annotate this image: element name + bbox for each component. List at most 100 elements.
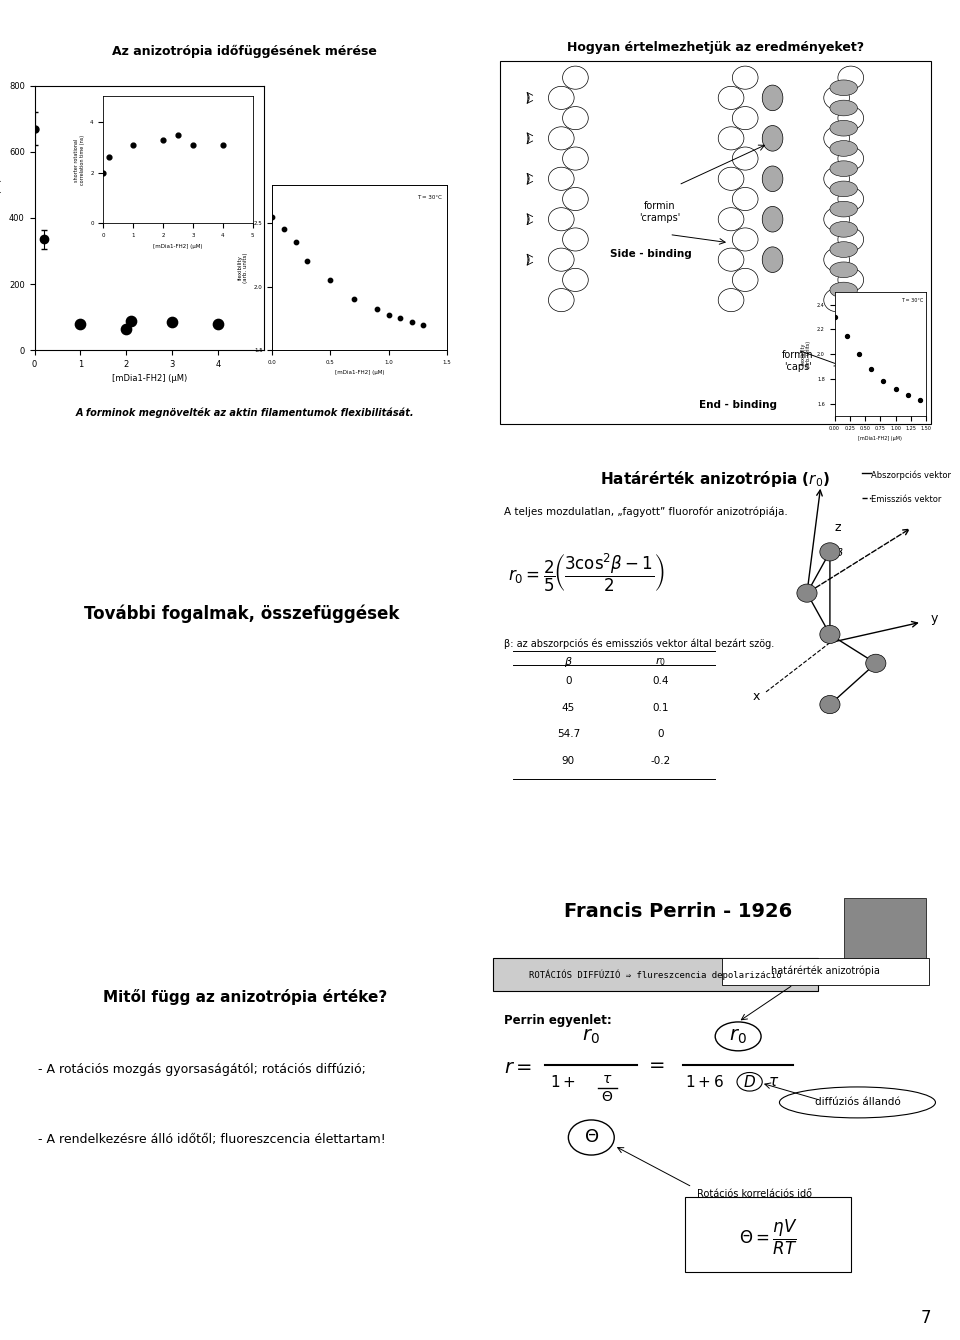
Text: formin
'caps': formin 'caps' <box>782 350 814 371</box>
Text: $1 +$: $1 +$ <box>550 1073 576 1089</box>
Circle shape <box>548 168 574 190</box>
Text: $\tau$: $\tau$ <box>602 1072 612 1087</box>
Circle shape <box>718 127 744 150</box>
Text: formin
'cramps': formin 'cramps' <box>639 201 681 222</box>
Text: ROTÁCIÓS DIFFÚZIÓ ⇒ flureszcencia depolarizáció: ROTÁCIÓS DIFFÚZIÓ ⇒ flureszcencia depola… <box>529 969 781 980</box>
Point <box>900 385 916 406</box>
Ellipse shape <box>829 161 857 177</box>
Text: diffúziós állandó: diffúziós állandó <box>815 1097 900 1107</box>
Point <box>276 218 292 240</box>
Point <box>170 123 185 145</box>
Point <box>839 324 854 346</box>
Text: Rotációs korrelációs idő: Rotációs korrelációs idő <box>697 1189 812 1199</box>
Point <box>404 311 420 332</box>
Y-axis label: flexibility
(arb. units): flexibility (arb. units) <box>801 340 811 367</box>
Text: Mitől függ az anizotrópia értéke?: Mitől függ az anizotrópia értéke? <box>103 989 387 1005</box>
Circle shape <box>718 248 744 271</box>
X-axis label: [mDia1-FH2] (μM): [mDia1-FH2] (μM) <box>335 370 384 375</box>
X-axis label: [mDia1-FH2] (μM): [mDia1-FH2] (μM) <box>154 244 203 248</box>
Point <box>119 318 134 339</box>
Circle shape <box>563 228 588 251</box>
Point <box>323 269 338 291</box>
Text: A forminok megnövelték az aktin filamentumok flexibilitását.: A forminok megnövelték az aktin filament… <box>76 407 414 418</box>
Text: $r_0 = \dfrac{2}{5}\!\left(\dfrac{3\cos^2\!\beta-1}{2}\right)$: $r_0 = \dfrac{2}{5}\!\left(\dfrac{3\cos^… <box>508 552 665 594</box>
Text: x: x <box>753 690 760 704</box>
Circle shape <box>732 268 758 292</box>
Point <box>102 146 117 168</box>
Text: -0.2: -0.2 <box>650 756 670 766</box>
Point <box>381 304 396 326</box>
Circle shape <box>563 268 588 292</box>
Circle shape <box>732 147 758 170</box>
Ellipse shape <box>829 241 857 257</box>
Text: End - binding: End - binding <box>699 399 778 410</box>
Point <box>876 371 891 393</box>
Text: 0: 0 <box>657 729 663 740</box>
Text: Az anizotrópia időfüggésének mérése: Az anizotrópia időfüggésének mérése <box>112 44 377 58</box>
Point <box>300 251 315 272</box>
Circle shape <box>548 86 574 110</box>
Text: 54.7: 54.7 <box>557 729 580 740</box>
Circle shape <box>732 188 758 210</box>
Circle shape <box>563 66 588 90</box>
Circle shape <box>718 288 744 312</box>
Circle shape <box>824 127 850 150</box>
Point <box>393 308 408 330</box>
Text: $\beta$: $\beta$ <box>564 655 573 669</box>
Point <box>370 299 385 320</box>
Ellipse shape <box>829 141 857 157</box>
Circle shape <box>824 248 850 271</box>
Point <box>346 288 361 310</box>
Ellipse shape <box>829 181 857 197</box>
Circle shape <box>548 288 574 312</box>
Circle shape <box>718 86 744 110</box>
Ellipse shape <box>829 221 857 237</box>
Text: y: y <box>931 612 938 624</box>
Text: A teljes mozdulatlan, „fagyott” fluorofór anizotrópiája.: A teljes mozdulatlan, „fagyott” fluorofó… <box>504 507 788 517</box>
Circle shape <box>838 228 864 251</box>
Circle shape <box>866 654 886 673</box>
Circle shape <box>548 248 574 271</box>
Point <box>913 390 928 411</box>
Text: 7: 7 <box>921 1309 931 1327</box>
Text: $\Theta$: $\Theta$ <box>584 1128 599 1147</box>
Bar <box>499 62 931 425</box>
Text: További fogalmak, összefüggések: További fogalmak, összefüggések <box>84 604 399 623</box>
X-axis label: [mDia1-FH2] (μM): [mDia1-FH2] (μM) <box>858 437 902 441</box>
FancyBboxPatch shape <box>685 1198 851 1272</box>
Point <box>265 206 280 228</box>
Circle shape <box>563 147 588 170</box>
Circle shape <box>824 288 850 312</box>
Point <box>210 314 226 335</box>
Point <box>864 358 879 379</box>
Circle shape <box>563 188 588 210</box>
Y-axis label: shorter rotational
correlation time (ns): shorter rotational correlation time (ns) <box>74 135 84 185</box>
Point <box>164 311 180 332</box>
Point <box>288 232 303 253</box>
Ellipse shape <box>762 206 783 232</box>
Circle shape <box>732 228 758 251</box>
Point <box>888 378 903 399</box>
Text: $r_0$: $r_0$ <box>655 655 665 667</box>
Circle shape <box>732 66 758 90</box>
Text: $r_0$: $r_0$ <box>583 1026 600 1047</box>
Text: 0: 0 <box>565 675 571 686</box>
Point <box>156 129 171 150</box>
Text: 0.1: 0.1 <box>652 702 668 713</box>
Circle shape <box>838 268 864 292</box>
Text: $r_0$: $r_0$ <box>730 1026 747 1047</box>
Text: Határérték anizotrópia ($r_0$): Határérték anizotrópia ($r_0$) <box>600 469 830 489</box>
FancyBboxPatch shape <box>722 958 928 985</box>
Ellipse shape <box>762 86 783 111</box>
Circle shape <box>838 147 864 170</box>
X-axis label: [mDia1-FH2] (μM): [mDia1-FH2] (μM) <box>111 374 187 383</box>
FancyBboxPatch shape <box>492 958 819 992</box>
Text: Francis Perrin - 1926: Francis Perrin - 1926 <box>564 902 793 921</box>
Point <box>73 314 88 335</box>
Circle shape <box>563 107 588 130</box>
Circle shape <box>820 626 840 643</box>
Ellipse shape <box>829 261 857 277</box>
Text: - A rendelkezésre álló időtől; fluoreszcencia élettartam!: - A rendelkezésre álló időtől; fluoreszc… <box>38 1134 386 1147</box>
Y-axis label: flexibility
(arb. units): flexibility (arb. units) <box>237 252 249 283</box>
Bar <box>844 898 926 969</box>
